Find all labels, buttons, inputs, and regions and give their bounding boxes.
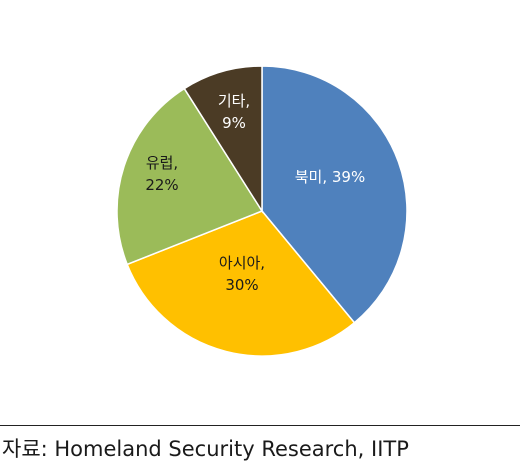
slice-label-0: 북미, 39%	[295, 168, 365, 186]
pie-chart: 북미, 39% 아시아, 30% 유럽, 22% 기타, 9%	[116, 65, 408, 357]
pie-slice-1	[126, 210, 356, 357]
pie-slice-3	[183, 65, 263, 214]
slice-label-2: 유럽, 22%	[145, 154, 178, 194]
pie-slice-0	[261, 65, 408, 324]
source-divider	[0, 425, 520, 426]
pie-slice-2	[116, 87, 264, 266]
source-note: 자료: Homeland Security Research, IITP	[2, 437, 409, 461]
slice-label-1: 아시아, 30%	[219, 254, 265, 294]
slice-label-3: 기타, 9%	[218, 92, 250, 132]
